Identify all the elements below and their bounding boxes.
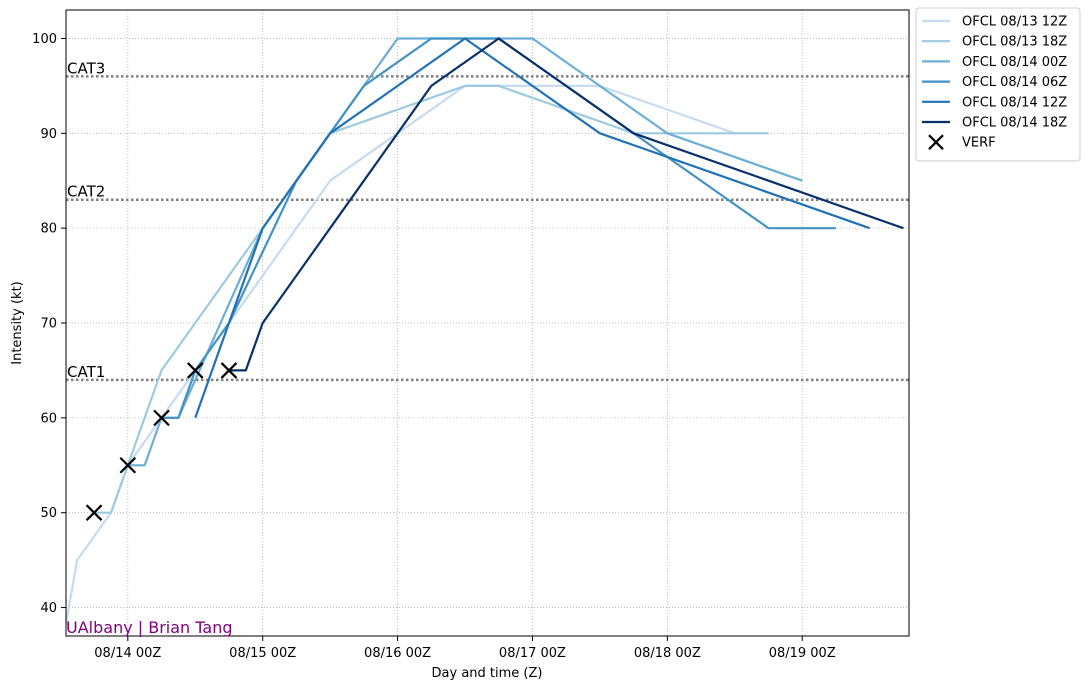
threshold-label: CAT2 — [67, 183, 105, 201]
y-tick-label: 90 — [40, 127, 57, 142]
verf-marker — [220, 362, 238, 379]
legend-entry-label: OFCL 08/14 06Z — [962, 75, 1067, 90]
forecast-series — [66, 37, 904, 630]
x-tick-label: 08/19 00Z — [769, 646, 836, 661]
legend-box — [915, 7, 1081, 162]
verf-marker-stroke — [85, 504, 103, 521]
y-tick-label: 40 — [40, 601, 57, 616]
credit-text: UAlbany | Brian Tang — [66, 618, 233, 637]
x-tick-label: 08/18 00Z — [634, 646, 701, 661]
verf-marker — [153, 409, 170, 427]
legend-entry-label: VERF — [962, 136, 996, 151]
x-axis-label: Day and time (Z) — [432, 666, 543, 681]
verf-marker — [85, 504, 103, 521]
legend-entry-label: OFCL 08/14 18Z — [962, 116, 1067, 131]
y-axis-label: Intensity (kt) — [10, 281, 25, 364]
verf-marker-stroke — [220, 362, 238, 379]
x-tick-label: 08/15 00Z — [229, 646, 296, 661]
legend-entry-label: OFCL 08/13 12Z — [962, 15, 1067, 30]
y-tick-label: 70 — [40, 317, 57, 332]
legend-entry-label: OFCL 08/14 12Z — [962, 95, 1067, 110]
axis-ticks: 08/14 00Z 08/15 00Z 08/16 00Z 08/17 00Z 08/1… — [32, 32, 836, 661]
verf-marker-stroke — [186, 362, 204, 379]
legend-entry-label: OFCL 08/13 18Z — [962, 35, 1067, 50]
verf-marker-stroke — [119, 456, 137, 474]
verf-marker-stroke — [928, 134, 944, 150]
legend-verf-swatch — [928, 134, 944, 150]
threshold-label: CAT3 — [67, 59, 105, 77]
threshold-labels: CAT1 CAT2 CAT3 — [67, 59, 105, 381]
category-thresholds — [66, 75, 909, 382]
y-tick-label: 60 — [40, 411, 57, 426]
legend-entry-label: OFCL 08/14 00Z — [962, 55, 1067, 70]
threshold-label: CAT1 — [67, 363, 105, 381]
series-line — [229, 37, 904, 372]
y-tick-label: 100 — [32, 32, 57, 47]
verification-markers — [85, 362, 238, 521]
x-tick-label: 08/16 00Z — [364, 646, 431, 661]
verf-marker-stroke — [153, 409, 170, 427]
verf-marker — [119, 456, 137, 474]
verf-marker — [186, 362, 204, 379]
series-line — [194, 37, 871, 419]
x-tick-label: 08/17 00Z — [499, 646, 566, 661]
y-tick-label: 50 — [40, 506, 57, 521]
x-tick-label: 08/14 00Z — [94, 646, 161, 661]
legend: OFCL 08/13 12Z OFCL 08/13 18Z OFCL 08/14 0… — [915, 7, 1081, 162]
y-tick-label: 80 — [40, 222, 57, 237]
series-line — [161, 37, 836, 419]
